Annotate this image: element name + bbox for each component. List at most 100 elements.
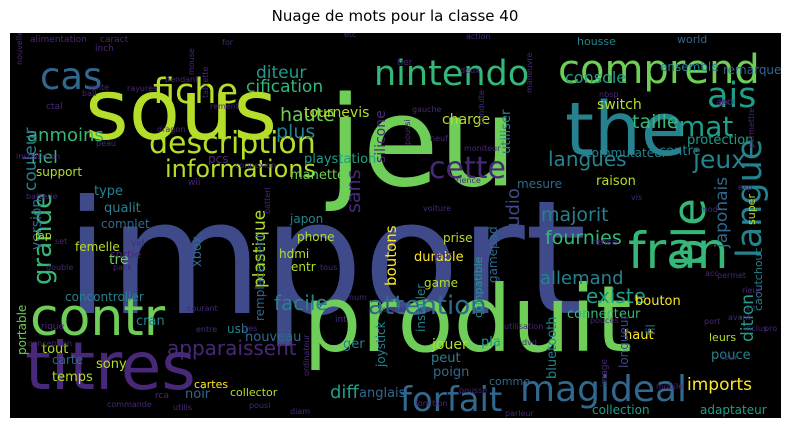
cloud-word: pouces <box>590 316 619 325</box>
cloud-word: conduite <box>477 90 486 125</box>
cloud-word: entr <box>291 260 316 274</box>
cloud-word: ble <box>663 198 716 267</box>
cloud-word: produit <box>303 266 632 373</box>
cloud-word: temps <box>52 370 93 385</box>
cloud-word: alimentation <box>30 35 87 45</box>
cloud-word: pousse <box>459 386 487 395</box>
cloud-word: femelle <box>75 240 120 254</box>
cloud-word: xbox <box>190 236 205 267</box>
cloud-word: forfait <box>400 380 502 418</box>
cloud-word: collection <box>592 403 650 417</box>
cloud-word: titres <box>25 328 196 405</box>
cloud-word: moniteur <box>464 144 501 153</box>
cloud-word: tre <box>109 252 129 268</box>
cloud-word: tout <box>42 342 68 357</box>
cloud-word: fonction <box>415 399 448 408</box>
cloud-word: ctal <box>46 102 63 112</box>
cloud-word: joystick <box>374 321 388 368</box>
cloud-word: neuf <box>430 134 448 143</box>
cloud-word: and <box>716 98 733 108</box>
cloud-word: bluetooth <box>545 317 560 379</box>
cloud-word: for <box>222 38 234 47</box>
cloud-word: facile <box>274 291 328 315</box>
cloud-word: rieur <box>742 286 762 295</box>
cloud-word: console <box>565 68 626 87</box>
cloud-word: silicone <box>373 110 389 163</box>
cloud-word: fournies <box>545 227 622 249</box>
cloud-word: double <box>46 263 73 272</box>
cloud-word: mat <box>678 110 733 143</box>
cloud-word: pro <box>764 324 777 333</box>
cloud-word: action <box>466 33 491 41</box>
cloud-word: japon <box>289 212 323 226</box>
cloud-word: contre <box>659 144 701 159</box>
cloud-word: type <box>94 184 123 199</box>
cloud-word: exp <box>738 183 753 192</box>
cloud-word: set <box>55 237 67 246</box>
cloud-word: tier <box>397 58 413 68</box>
cloud-word: rayures <box>127 84 157 93</box>
cloud-word: prise <box>443 231 473 245</box>
cloud-word: cas <box>40 55 102 98</box>
cloud-word: peau <box>96 139 116 148</box>
cloud-word: nouveau <box>245 330 301 345</box>
cloud-word: ordinateur <box>302 334 311 376</box>
cloud-word: cification <box>246 77 323 97</box>
cloud-word: maneuvre <box>525 52 534 93</box>
cloud-word: parleur <box>505 409 534 418</box>
cloud-word: inclus <box>744 324 767 333</box>
cloud-word: jap <box>34 229 52 242</box>
cloud-word: int <box>335 315 347 325</box>
cloud-word: dragon <box>157 125 185 134</box>
cloud-word: couleur <box>21 128 41 191</box>
cloud-word: cartes <box>194 378 228 391</box>
cloud-word: permet <box>717 271 746 280</box>
cloud-word: num <box>349 293 367 302</box>
cloud-word: image <box>600 359 610 387</box>
cloud-word: rca <box>155 391 169 401</box>
cloud-word: description <box>149 126 316 161</box>
cloud-word: leurs <box>709 331 736 344</box>
cloud-word: allemand <box>540 268 624 289</box>
cloud-word: super <box>745 194 758 225</box>
cloud-word: jeux <box>692 145 746 174</box>
cloud-word: anmoins <box>27 125 104 146</box>
cloud-word: nintendo <box>374 54 529 94</box>
cloud-word: fil <box>644 324 658 335</box>
cloud-word: ger <box>343 337 365 352</box>
cloud-word: raison <box>596 174 636 189</box>
cloud-word: permettre <box>747 108 756 148</box>
cloud-word: prot <box>434 251 453 261</box>
cloud-word: concontroller <box>65 290 144 304</box>
cloud-word: phone <box>297 230 335 244</box>
cloud-word: version <box>29 199 45 250</box>
cloud-word: manette <box>290 168 345 183</box>
cloud-word: dition <box>738 294 758 342</box>
cloud-word: remarque <box>723 63 781 77</box>
cloud-word: grande <box>28 193 58 285</box>
cloud-word: connexion <box>235 161 276 170</box>
cloud-word: diff <box>330 382 359 403</box>
cloud-word: commande <box>107 400 152 409</box>
cloud-word: jouer <box>431 337 468 353</box>
cloud-word: rience <box>456 176 481 185</box>
cloud-word: adaptateur <box>700 403 767 417</box>
cloud-word: batteri <box>263 187 272 214</box>
cloud-word: installer <box>414 284 428 332</box>
cloud-word: mouse <box>187 48 196 75</box>
cloud-word: conception <box>28 339 72 348</box>
cloud-word: informations <box>165 155 316 183</box>
cloud-word: plus <box>276 121 315 143</box>
cloud-word: wii <box>188 178 200 188</box>
cloud-word: rence <box>592 238 618 248</box>
cloud-word: noir <box>185 387 211 402</box>
cloud-word: peut <box>431 351 461 366</box>
cloud-word: housse <box>577 35 616 48</box>
cloud-word: voiture <box>423 204 451 213</box>
cloud-word: durable <box>414 250 464 265</box>
cloud-word: audio <box>503 188 524 238</box>
cloud-word: acc <box>705 269 719 278</box>
cloud-word: apparaissent <box>167 336 297 360</box>
cloud-word: protection <box>687 133 753 148</box>
cloud-word: tablette <box>201 66 210 98</box>
